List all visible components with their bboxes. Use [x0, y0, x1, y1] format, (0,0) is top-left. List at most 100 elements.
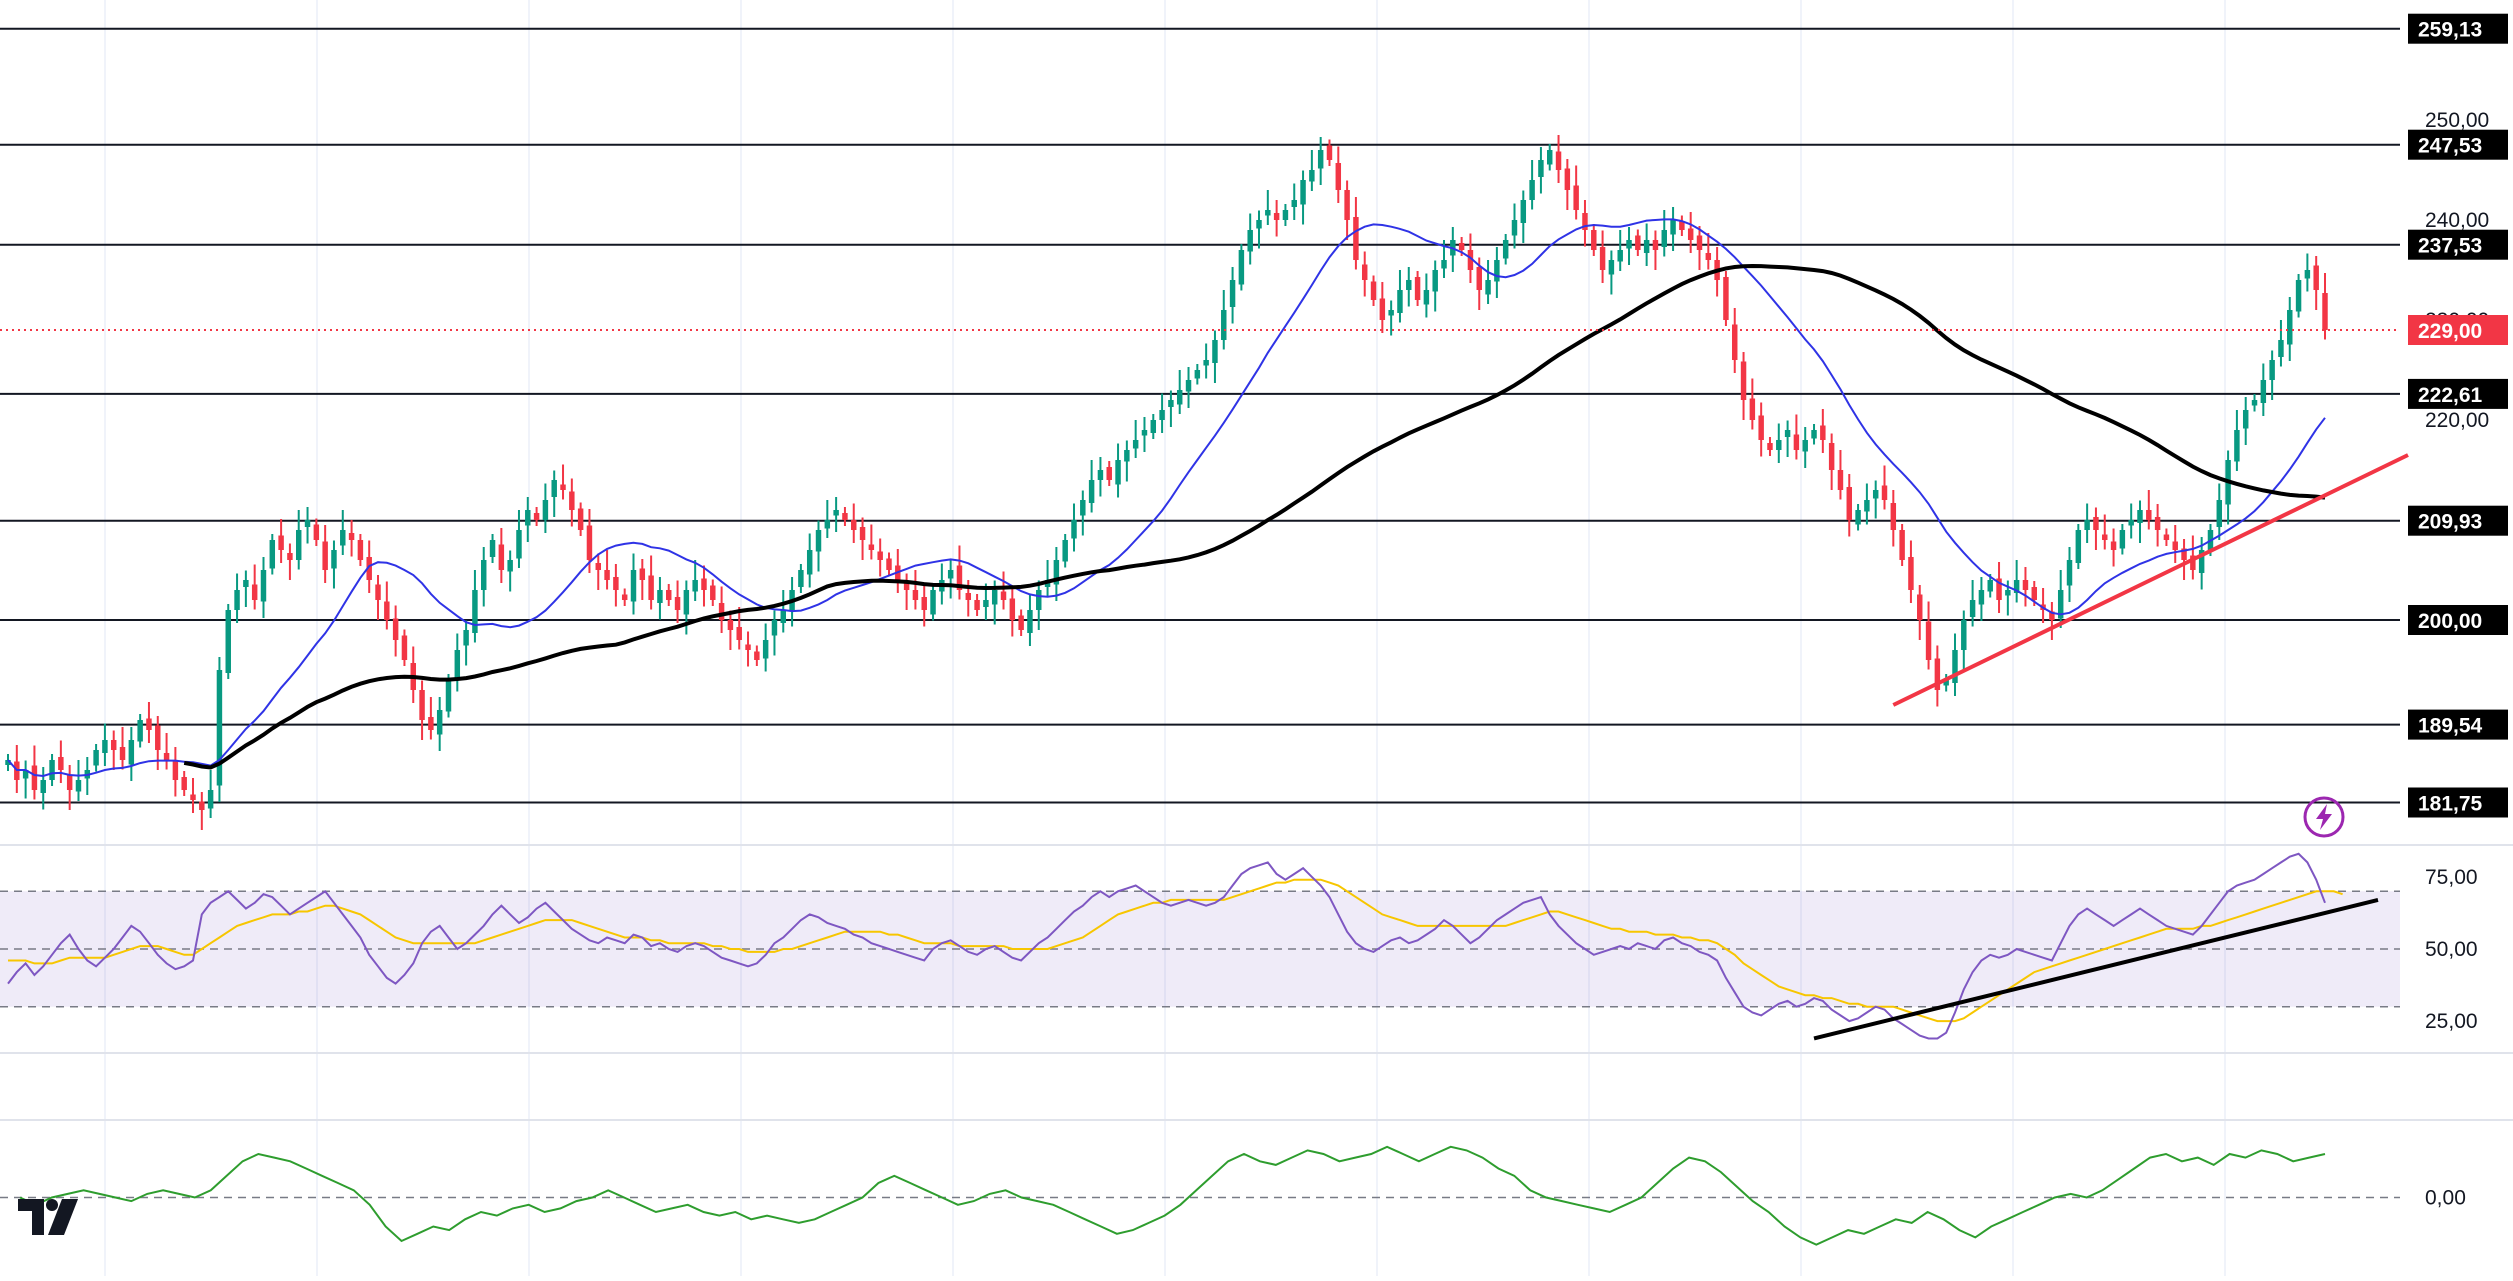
level-badge — [2408, 605, 2508, 635]
candle-body — [481, 560, 487, 590]
candle-body — [2093, 517, 2099, 530]
candle-body — [1776, 440, 1782, 450]
candle-body — [1291, 200, 1297, 207]
candle-body — [295, 530, 302, 560]
candle-body — [1608, 260, 1615, 275]
candle-body — [1749, 398, 1756, 420]
candle-body — [401, 635, 408, 660]
candle-body — [657, 590, 663, 603]
candle-body — [1635, 235, 1641, 250]
candle-body — [1837, 470, 1844, 490]
candle-body — [1203, 360, 1209, 366]
candle-body — [225, 610, 231, 673]
candle-body — [2313, 265, 2319, 290]
candle-body — [1335, 163, 1342, 190]
candle-body — [1784, 430, 1791, 437]
candle-body — [2075, 530, 2082, 563]
candle-body — [375, 584, 381, 600]
candle-body — [903, 583, 910, 590]
candle-body — [718, 603, 725, 620]
candle-body — [119, 747, 126, 760]
candle-body — [1361, 264, 1368, 280]
candle-body — [216, 670, 223, 786]
candle-body — [692, 580, 698, 592]
level-badge — [2408, 13, 2508, 44]
candle-body — [172, 760, 179, 780]
candle-body — [780, 610, 787, 623]
candle-body — [1855, 510, 1861, 525]
rsi-axis-tick-label: 75,00 — [2425, 866, 2478, 889]
candle-body — [163, 753, 170, 760]
candle-body — [1538, 160, 1544, 177]
candle-body — [1758, 415, 1764, 440]
lightning-icon[interactable] — [2302, 795, 2346, 839]
candle-body — [1256, 220, 1262, 229]
candle-body — [1247, 230, 1253, 252]
candle-body — [428, 717, 434, 730]
candle-body — [815, 530, 822, 552]
candle-body — [1573, 185, 1579, 210]
candle-body — [542, 500, 549, 520]
candle-body — [234, 590, 240, 610]
candle-body — [2022, 580, 2029, 590]
candle-body — [2190, 555, 2196, 570]
candle-body — [2163, 534, 2170, 540]
candle-body — [621, 594, 628, 600]
candle-body — [1881, 485, 1888, 500]
candle-body — [1000, 591, 1007, 600]
candle-body — [199, 801, 205, 810]
candle-body — [1687, 228, 1694, 240]
candle-body — [1467, 250, 1474, 270]
candle-body — [1767, 443, 1773, 450]
candle-body — [1080, 500, 1086, 516]
candle-body — [2154, 517, 2161, 530]
candle-body — [683, 590, 690, 615]
candle-body — [842, 513, 848, 520]
candle-body — [445, 680, 452, 712]
candle-body — [868, 544, 875, 550]
candle-body — [1969, 600, 1976, 617]
candle-body — [1432, 270, 1438, 292]
candle-body — [110, 740, 117, 750]
candle-body — [1379, 298, 1386, 320]
level-badge-label: 209,93 — [2418, 511, 2482, 534]
rsi-signal-line — [8, 878, 2343, 1023]
candle-body — [58, 757, 64, 770]
candle-body — [1617, 250, 1623, 262]
candle-body — [762, 640, 769, 659]
candle-body — [287, 553, 293, 560]
candle-body — [736, 627, 742, 640]
candle-body — [1591, 230, 1597, 250]
candle-body — [2287, 310, 2293, 345]
rsi-line — [7, 852, 2326, 1040]
candle-body — [2084, 520, 2090, 530]
candle-body — [1846, 487, 1852, 520]
candle-body — [2031, 587, 2038, 600]
candle-body — [128, 740, 135, 765]
candle-body — [322, 541, 328, 570]
candle-body — [1344, 190, 1350, 220]
candle-body — [1864, 500, 1870, 512]
candle-body — [472, 590, 478, 633]
level-badge-label: 200,00 — [2418, 610, 2482, 633]
candle-body — [384, 601, 390, 620]
candle-body — [930, 590, 936, 615]
candle-body — [1300, 180, 1306, 205]
candle-body — [947, 570, 954, 579]
candle-body — [40, 780, 46, 793]
candle-body — [1943, 680, 1949, 686]
candle-body — [2181, 548, 2187, 560]
candle-body — [436, 710, 443, 735]
candle-body — [754, 651, 760, 660]
candle-body — [859, 527, 866, 540]
candle-body — [1088, 480, 1095, 503]
level-badge-label: 181,75 — [2418, 793, 2483, 816]
tradingview-logo-icon[interactable] — [18, 1195, 84, 1239]
candle-body — [313, 524, 320, 540]
candle-body — [251, 584, 258, 600]
candle-body — [1961, 620, 1967, 650]
candle-body — [2137, 510, 2143, 523]
candle-body — [102, 740, 108, 753]
candle-body — [137, 720, 143, 742]
